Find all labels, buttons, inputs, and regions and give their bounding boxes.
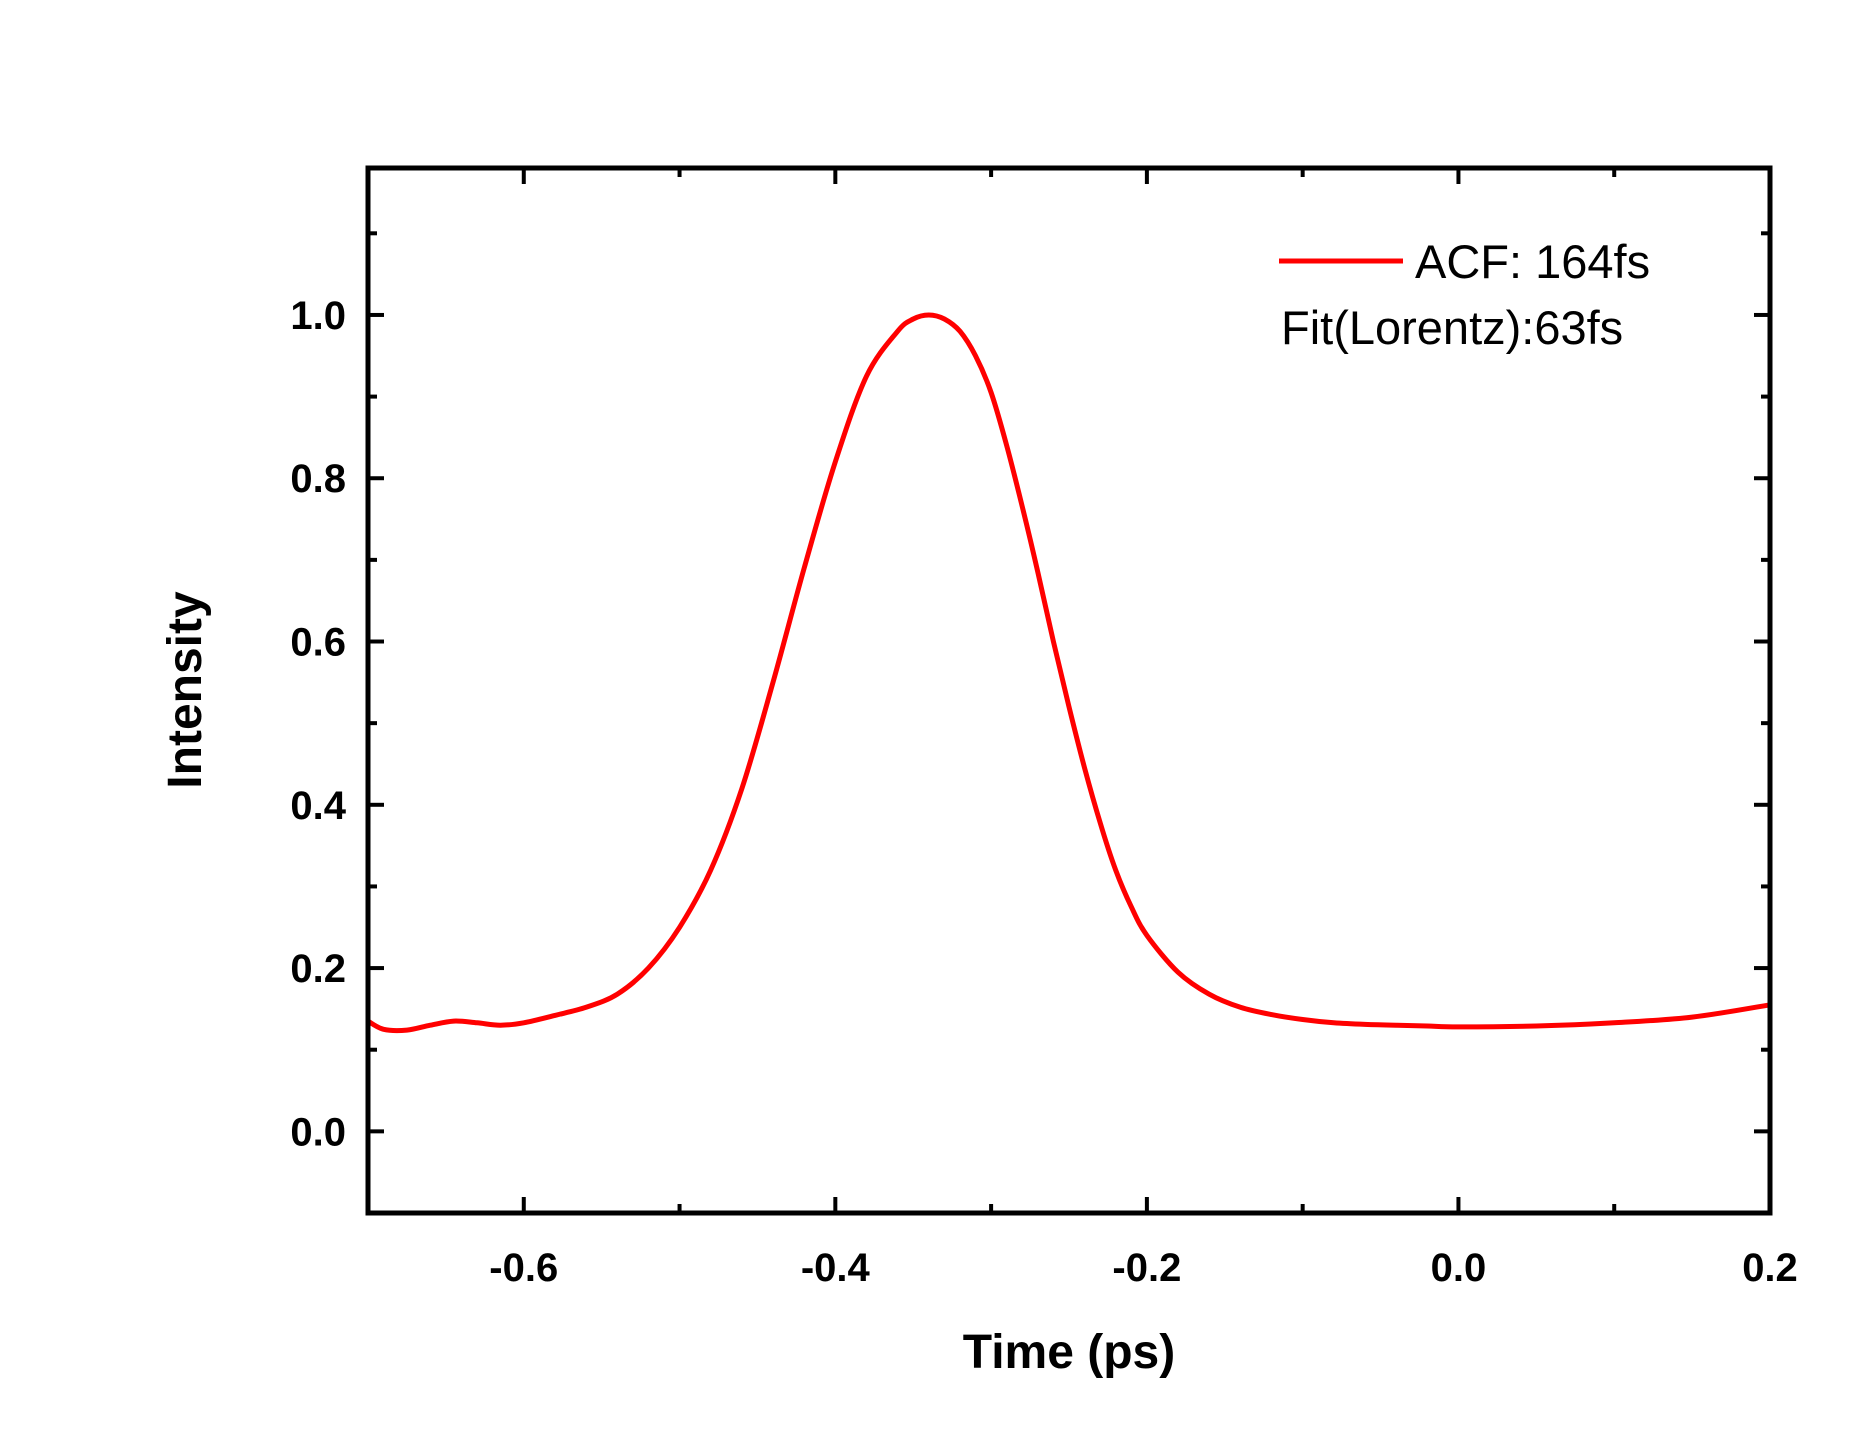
x-tick-label: 0.0 — [1431, 1246, 1487, 1290]
y-tick-label: 0.4 — [290, 784, 346, 828]
tick-labels: -0.6 -0.4 -0.2 0.0 0.2 0.0 0.2 0.4 0.6 0.8 1.0 — [290, 294, 1797, 1290]
x-tick-label: -0.6 — [489, 1246, 558, 1290]
x-axis-title: Time (ps) — [963, 1326, 1175, 1379]
x-tick-label: -0.4 — [801, 1246, 871, 1290]
y-tick-label: 0.6 — [290, 621, 346, 665]
y-tick-label: 0.0 — [290, 1110, 346, 1154]
y-tick-label: 0.2 — [290, 947, 346, 991]
series-line-acf — [365, 312, 1773, 1034]
y-axis-title: Intensity — [159, 591, 212, 789]
legend-entry-label: ACF: 164fs — [1415, 235, 1650, 288]
legend-fit-note: Fit(Lorentz):63fs — [1281, 301, 1623, 354]
legend: ACF: 164fs Fit(Lorentz):63fs — [1279, 235, 1650, 354]
y-tick-label: 1.0 — [290, 294, 346, 338]
plot-frame — [365, 165, 1773, 1216]
y-tick-label: 0.8 — [290, 457, 346, 501]
x-tick-label: -0.2 — [1112, 1246, 1181, 1290]
x-tick-label: 0.2 — [1742, 1246, 1798, 1290]
series-layer — [365, 312, 1773, 1034]
